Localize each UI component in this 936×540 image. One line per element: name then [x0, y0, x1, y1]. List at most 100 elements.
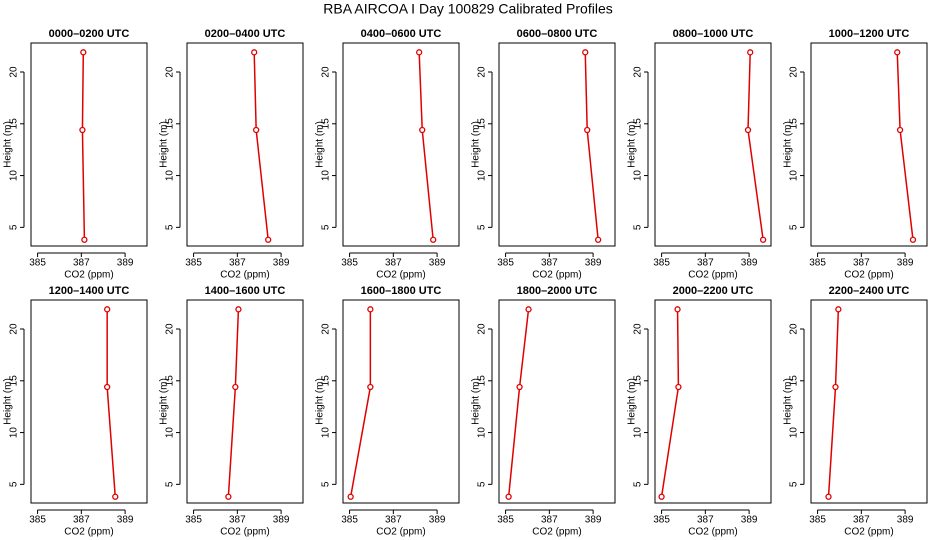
- x-tick-label: 389: [897, 515, 914, 526]
- x-tick-label: 389: [585, 258, 602, 269]
- plot-frame: [342, 42, 460, 247]
- plot-frame: [186, 299, 304, 504]
- x-tick-label: 385: [341, 515, 358, 526]
- y-tick-label: 20: [789, 66, 800, 78]
- panel-title: 2000–2200 UTC: [673, 285, 754, 297]
- profile-point: [112, 493, 119, 500]
- y-tick-label: 5: [321, 224, 332, 230]
- x-tick-label: 385: [185, 515, 202, 526]
- y-tick-label: 10: [789, 427, 800, 439]
- y-axis-label: Height (m): [783, 121, 794, 168]
- x-tick-label: 387: [697, 515, 714, 526]
- y-tick-label: 5: [321, 481, 332, 487]
- y-axis-label: Height (m): [3, 121, 14, 168]
- y-tick-label: 5: [477, 224, 488, 230]
- y-tick-label: 5: [165, 224, 176, 230]
- x-tick-label: 385: [653, 515, 670, 526]
- y-tick-label: 10: [321, 170, 332, 182]
- y-tick-label: 5: [477, 481, 488, 487]
- y-tick-label: 15: [477, 118, 488, 130]
- x-tick-label: 385: [497, 258, 514, 269]
- profile-point: [516, 383, 523, 391]
- panel-title: 0800–1000 UTC: [673, 28, 754, 40]
- y-tick-label: 20: [165, 323, 176, 335]
- y-tick-label: 15: [165, 118, 176, 130]
- plot-frame: [654, 42, 772, 247]
- x-tick-label: 389: [585, 515, 602, 526]
- y-tick-label: 5: [789, 481, 800, 487]
- profile-point: [232, 383, 239, 391]
- x-axis-label: CO2 (ppm): [220, 270, 269, 281]
- x-tick-label: 389: [273, 515, 290, 526]
- plot-frame: [30, 299, 148, 504]
- x-tick-label: 385: [809, 258, 826, 269]
- x-tick-label: 385: [341, 258, 358, 269]
- plot-frame: [186, 42, 304, 247]
- panel-title: 1200–1400 UTC: [49, 285, 130, 297]
- x-tick-label: 389: [429, 515, 446, 526]
- profile-point: [104, 383, 111, 391]
- profile-point: [582, 49, 589, 56]
- y-tick-label: 5: [9, 481, 20, 487]
- profile-point: [909, 236, 917, 243]
- y-tick-label: 20: [165, 66, 176, 78]
- y-tick-label: 10: [477, 170, 488, 182]
- profile-point: [367, 306, 374, 313]
- x-tick-label: 389: [897, 258, 914, 269]
- y-tick-label: 10: [165, 427, 176, 439]
- y-tick-label: 15: [321, 118, 332, 130]
- y-axis-label: Height (m): [159, 378, 170, 425]
- profile-point: [251, 49, 258, 56]
- profile-point: [675, 383, 682, 391]
- y-axis-label: Height (m): [3, 378, 14, 425]
- page-title: RBA AIRCOA I Day 100829 Calibrated Profi…: [323, 1, 612, 17]
- x-tick-label: 387: [229, 515, 246, 526]
- panel-title: 1400–1600 UTC: [205, 285, 286, 297]
- y-tick-label: 20: [9, 323, 20, 335]
- y-axis-label: Height (m): [471, 121, 482, 168]
- y-tick-label: 5: [789, 224, 800, 230]
- x-tick-label: 385: [29, 258, 46, 269]
- y-axis-label: Height (m): [783, 378, 794, 425]
- plot-frame: [342, 299, 460, 504]
- y-tick-label: 5: [633, 224, 644, 230]
- y-tick-label: 20: [321, 66, 332, 78]
- y-tick-label: 15: [9, 118, 20, 130]
- y-tick-label: 15: [477, 375, 488, 387]
- profile-point: [744, 126, 752, 134]
- y-tick-label: 15: [633, 375, 644, 387]
- panel-title: 1000–1200 UTC: [829, 28, 910, 40]
- y-tick-label: 15: [165, 375, 176, 387]
- y-tick-label: 10: [9, 427, 20, 439]
- profile-point: [896, 126, 904, 134]
- y-axis-label: Height (m): [315, 121, 326, 168]
- panel-title: 1600–1800 UTC: [361, 285, 442, 297]
- y-tick-label: 15: [321, 375, 332, 387]
- y-tick-label: 20: [321, 323, 332, 335]
- profile-point: [79, 126, 86, 134]
- y-tick-label: 5: [165, 481, 176, 487]
- y-tick-label: 15: [9, 375, 20, 387]
- x-tick-label: 389: [741, 258, 758, 269]
- y-tick-label: 15: [789, 118, 800, 130]
- profile-point: [505, 493, 512, 500]
- profile-point: [594, 236, 602, 243]
- profile-point: [430, 236, 437, 243]
- y-tick-label: 20: [477, 66, 488, 78]
- x-tick-label: 387: [385, 515, 402, 526]
- x-axis-label: CO2 (ppm): [64, 527, 113, 538]
- x-tick-label: 385: [185, 258, 202, 269]
- x-axis-label: CO2 (ppm): [376, 527, 425, 538]
- y-axis-label: Height (m): [159, 121, 170, 168]
- x-tick-label: 387: [385, 258, 402, 269]
- x-axis-label: CO2 (ppm): [220, 527, 269, 538]
- x-tick-label: 389: [273, 258, 290, 269]
- profile-point: [747, 49, 754, 56]
- y-tick-label: 10: [633, 427, 644, 439]
- x-tick-label: 387: [73, 258, 90, 269]
- x-tick-label: 385: [29, 515, 46, 526]
- y-tick-label: 10: [477, 427, 488, 439]
- panel-title: 0600–0800 UTC: [517, 28, 598, 40]
- profile-point: [367, 383, 374, 391]
